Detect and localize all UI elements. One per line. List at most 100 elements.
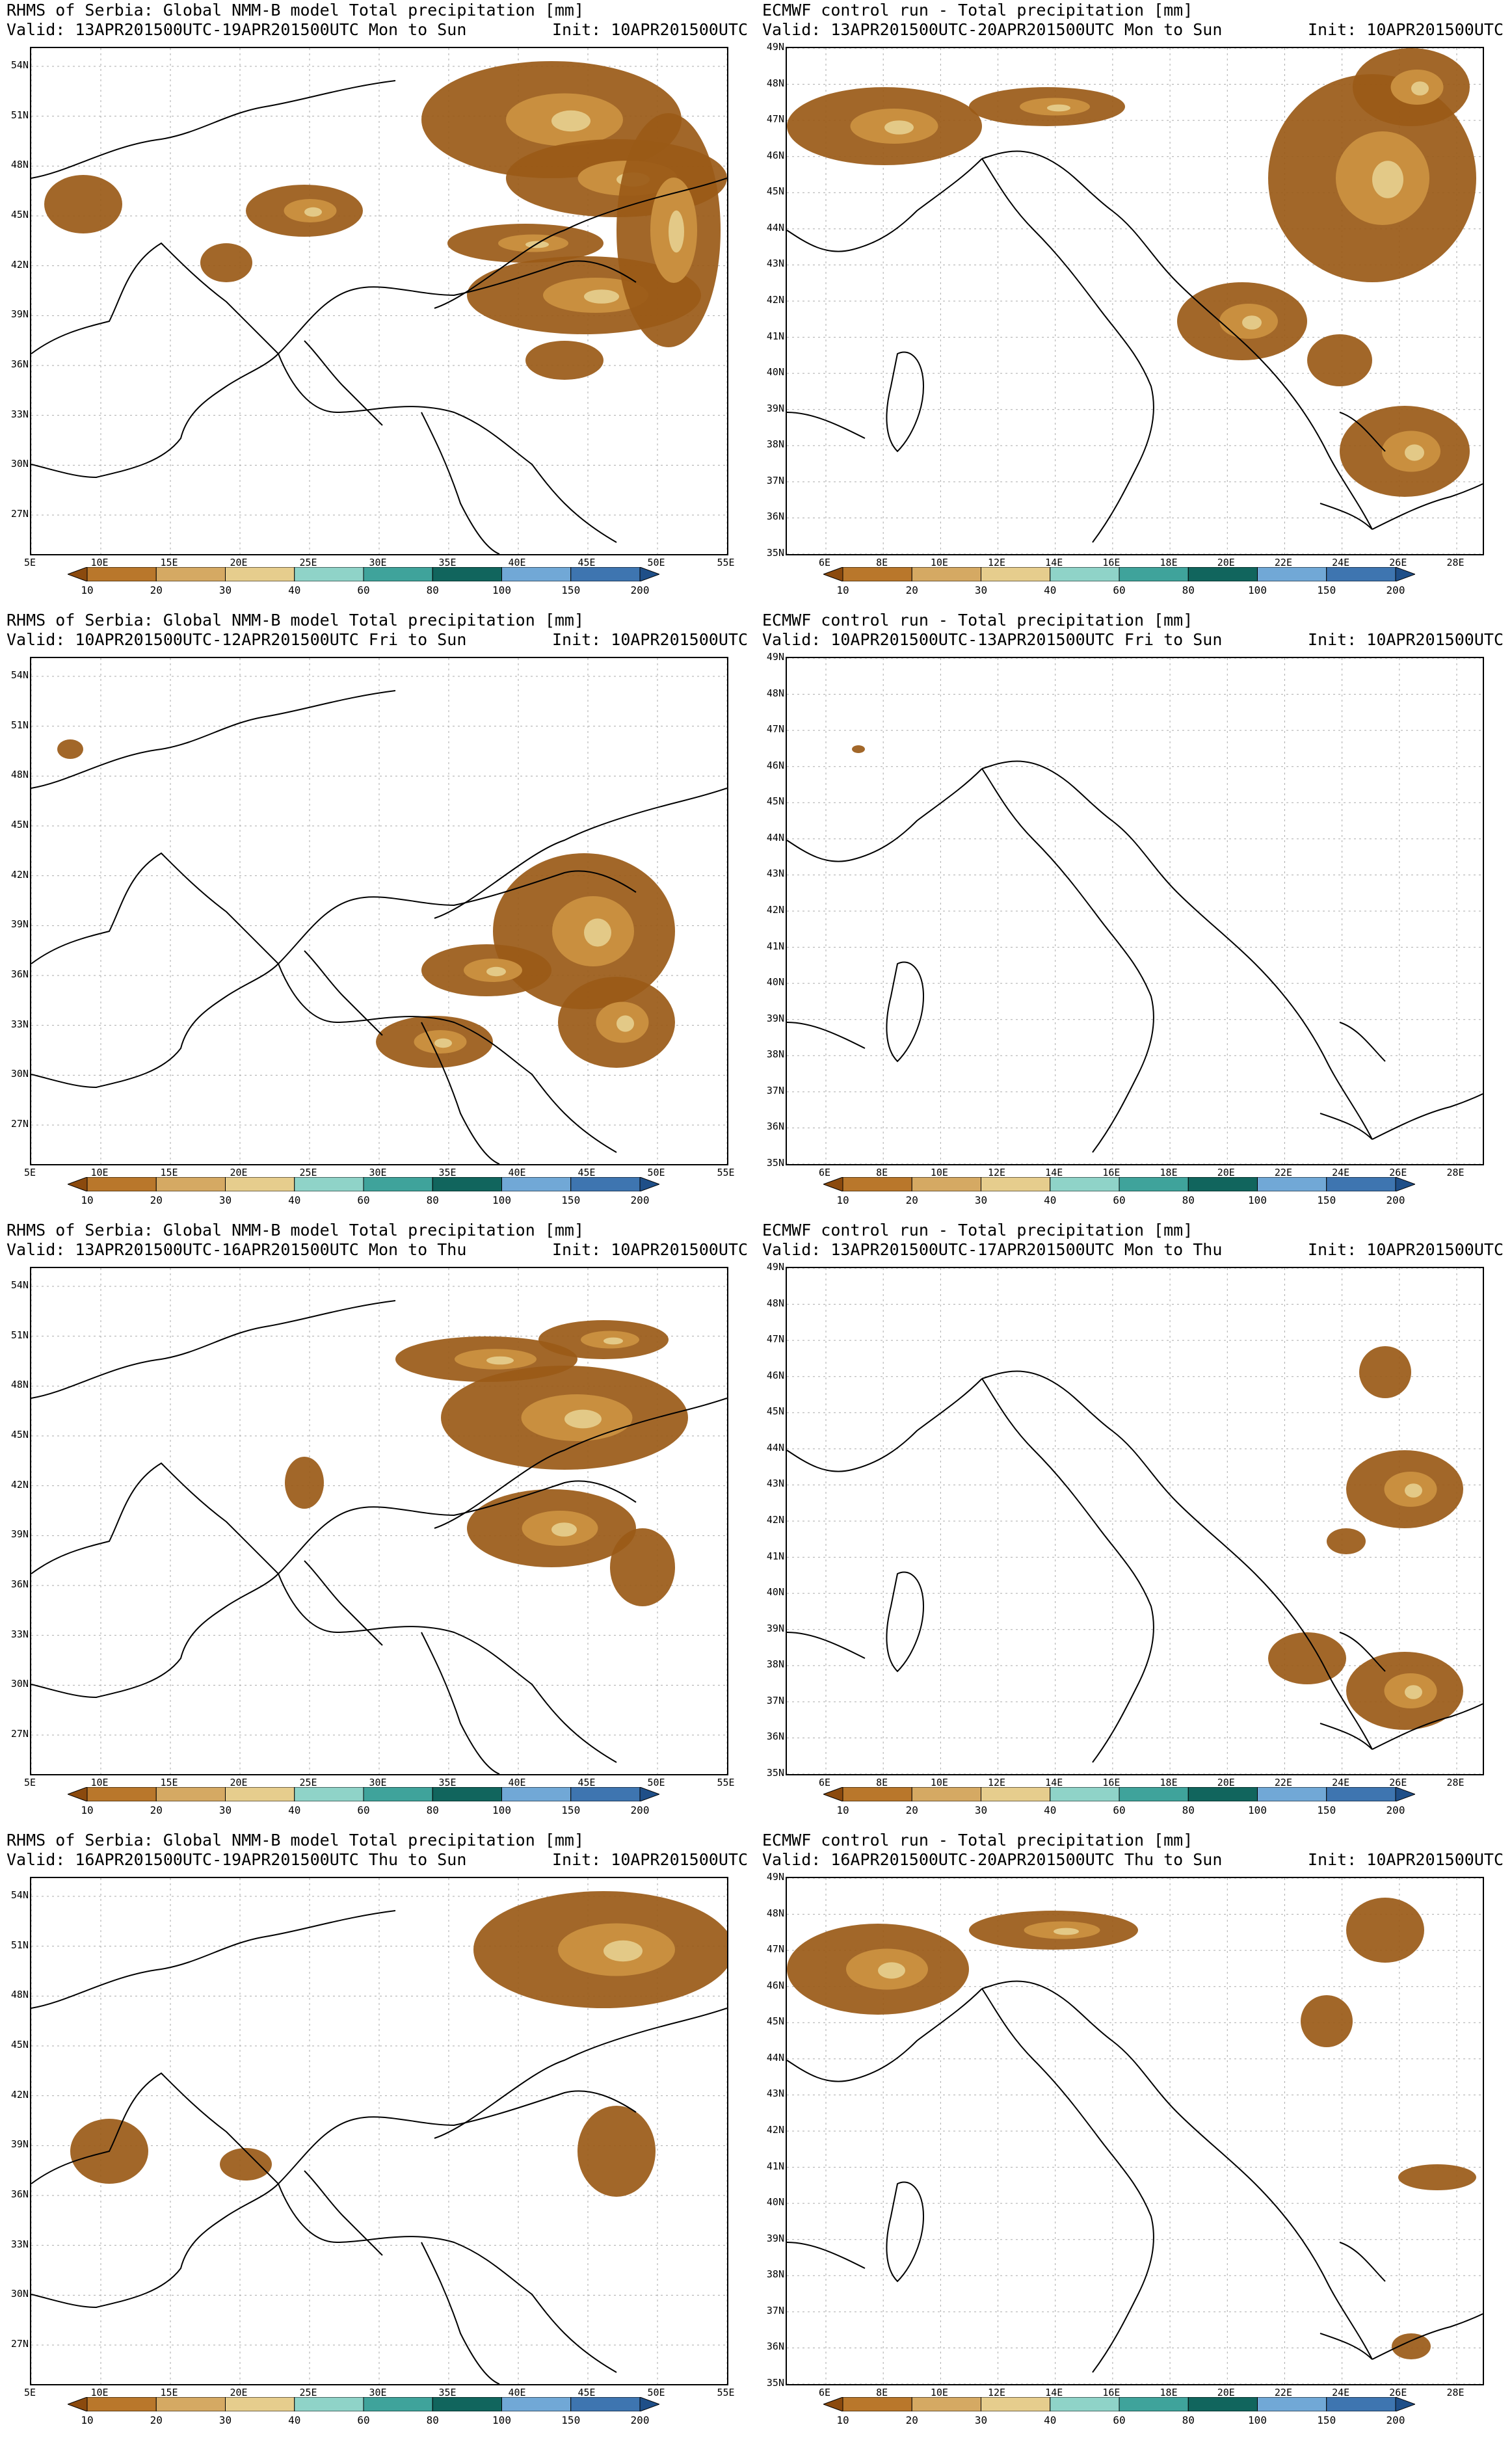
lat-tick-label: 42N <box>10 2088 29 2101</box>
precip-area <box>1268 1632 1346 1684</box>
precip-area <box>1307 334 1372 386</box>
lon-tick-label: 28E <box>1446 1777 1465 1788</box>
lat-tick-label: 36N <box>766 1731 784 1743</box>
lat-tick-label: 37N <box>766 474 784 486</box>
lon-tick-label: 22E <box>1274 557 1292 568</box>
precip-area <box>285 1457 324 1509</box>
colorbar-segment <box>225 1177 295 1191</box>
colorbar-underflow <box>68 567 88 581</box>
lat-tick-label: 49N <box>766 651 784 663</box>
colorbar-label: 20 <box>905 584 918 596</box>
colorbar-segment <box>981 1177 1051 1191</box>
coastline <box>787 1632 866 1659</box>
colorbar-label: 150 <box>561 584 581 596</box>
coastline <box>31 242 280 479</box>
colorbar-segment <box>363 567 433 581</box>
init-time: Init: 10APR201500UTC <box>551 1850 748 1869</box>
lat-tick-label: 35N <box>766 547 784 559</box>
lon-tick-label: 50E <box>647 2387 665 2398</box>
valid-period: Valid: 13APR201500UTC-16APR201500UTC Mon… <box>7 1240 467 1259</box>
lat-tick-label: 39N <box>10 1528 29 1541</box>
lat-tick-label: 54N <box>10 669 29 681</box>
lat-tick-label: 41N <box>766 940 784 952</box>
lat-tick-label: 45N <box>766 2015 784 2028</box>
lon-tick-label: 22E <box>1274 1777 1292 1788</box>
precip-area-30mm <box>878 1962 905 1979</box>
precip-area-30mm <box>486 966 506 977</box>
coastline <box>981 150 1373 530</box>
lat-tick-label: 38N <box>766 1658 784 1671</box>
colorbar-segment <box>1119 567 1189 581</box>
lat-tick-label: 54N <box>10 1279 29 1291</box>
lat-tick-label: 48N <box>10 769 29 781</box>
lon-tick-label: 40E <box>508 1167 526 1178</box>
lat-tick-label: 54N <box>10 1889 29 1901</box>
colorbar-segment <box>1050 1177 1120 1191</box>
colorbar <box>68 567 659 581</box>
valid-period: Valid: 16APR201500UTC-20APR201500UTC Thu… <box>762 1850 1223 1869</box>
coastline <box>886 961 925 1063</box>
lon-tick-label: 8E <box>876 557 888 568</box>
colorbar-segment <box>1119 1177 1189 1191</box>
coastline <box>278 260 637 354</box>
colorbar-segment <box>501 567 572 581</box>
map-svg <box>31 1268 727 1774</box>
precip-area-30mm <box>884 120 914 135</box>
lat-tick-label: 49N <box>766 1871 784 1883</box>
colorbar-segment <box>570 567 641 581</box>
colorbar-overflow <box>639 1177 659 1191</box>
lat-tick-label: 48N <box>766 1297 784 1309</box>
colorbar <box>823 1787 1415 1801</box>
colorbar-overflow <box>1395 1177 1415 1191</box>
lat-tick-label: 49N <box>766 41 784 53</box>
lon-tick-label: 35E <box>438 557 457 568</box>
colorbar-label: 60 <box>357 1804 370 1816</box>
lat-tick-label: 36N <box>10 1578 29 1590</box>
colorbar-underflow <box>68 1787 88 1801</box>
lon-tick-label: 10E <box>90 1167 109 1178</box>
coastline <box>278 870 637 964</box>
colorbar-label: 100 <box>492 1804 511 1816</box>
lon-tick-label: 20E <box>1217 557 1235 568</box>
lon-tick-label: 55E <box>717 557 735 568</box>
lat-tick-label: 43N <box>766 1478 784 1490</box>
lon-tick-label: 15E <box>160 1777 178 1788</box>
lon-tick-label: 14E <box>1045 1167 1063 1178</box>
lon-tick-label: 10E <box>90 2387 109 2398</box>
lon-tick-label: 45E <box>577 1167 596 1178</box>
lat-tick-label: 33N <box>10 2238 29 2250</box>
lon-tick-label: 6E <box>818 1167 831 1178</box>
valid-period: Valid: 13APR201500UTC-17APR201500UTC Mon… <box>762 1240 1223 1259</box>
coastline <box>981 1378 1154 1763</box>
colorbar-segment <box>1257 1177 1327 1191</box>
precip-area <box>220 2148 272 2181</box>
colorbar-label: 80 <box>1182 2414 1195 2426</box>
map-area <box>786 47 1484 555</box>
lon-tick-label: 18E <box>1160 2387 1178 2398</box>
coastline <box>787 1378 983 1472</box>
map-svg <box>31 658 727 1164</box>
colorbar-segment <box>1187 2397 1258 2411</box>
colorbar-label: 200 <box>630 584 650 596</box>
precip-area <box>1398 2164 1476 2190</box>
colorbar-label: 80 <box>426 584 439 596</box>
coastline <box>1372 483 1483 530</box>
colorbar-label: 20 <box>905 1804 918 1816</box>
coastline <box>981 760 1373 1140</box>
lon-tick-label: 30E <box>369 1777 387 1788</box>
colorbar-label: 30 <box>974 1804 988 1816</box>
colorbar-label: 80 <box>1182 584 1195 596</box>
colorbar-overflow <box>639 2397 659 2411</box>
colorbar-label: 200 <box>1386 2414 1405 2426</box>
precip-area-30mm <box>551 1522 577 1537</box>
colorbar-segment <box>1050 1787 1120 1801</box>
coastline <box>981 1988 1154 2373</box>
colorbar-label: 200 <box>1386 584 1405 596</box>
colorbar-label: 30 <box>974 2414 988 2426</box>
precip-area <box>200 243 252 282</box>
colorbar-segment <box>432 1177 502 1191</box>
lat-tick-label: 47N <box>766 1943 784 1956</box>
precip-area-30mm <box>551 110 590 132</box>
colorbar-label: 150 <box>1317 2414 1336 2426</box>
colorbar-label: 10 <box>81 2414 94 2426</box>
